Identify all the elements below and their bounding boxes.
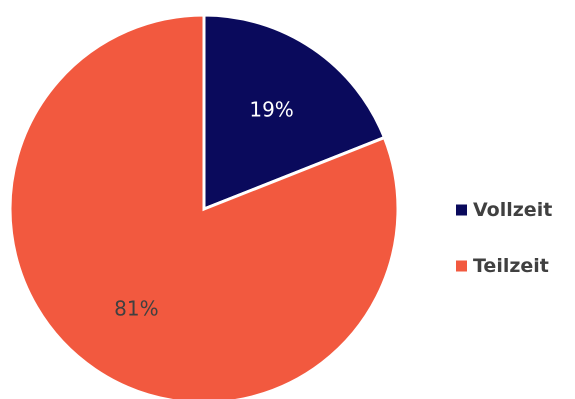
legend: Vollzeit Teilzeit bbox=[456, 199, 552, 277]
legend-label-vollzeit: Vollzeit bbox=[473, 199, 552, 221]
legend-swatch-teilzeit bbox=[456, 260, 467, 272]
pie-data-labels: 19% 81% bbox=[114, 98, 294, 321]
data-label-teilzeit: 81% bbox=[114, 297, 158, 321]
pie-slice-teilzeit bbox=[8, 13, 400, 399]
legend-swatch-vollzeit bbox=[456, 204, 467, 216]
pie-slice-vollzeit bbox=[202, 13, 387, 212]
pie-slices bbox=[8, 13, 400, 399]
legend-label-teilzeit: Teilzeit bbox=[473, 255, 549, 277]
data-label-vollzeit: 19% bbox=[249, 98, 293, 122]
